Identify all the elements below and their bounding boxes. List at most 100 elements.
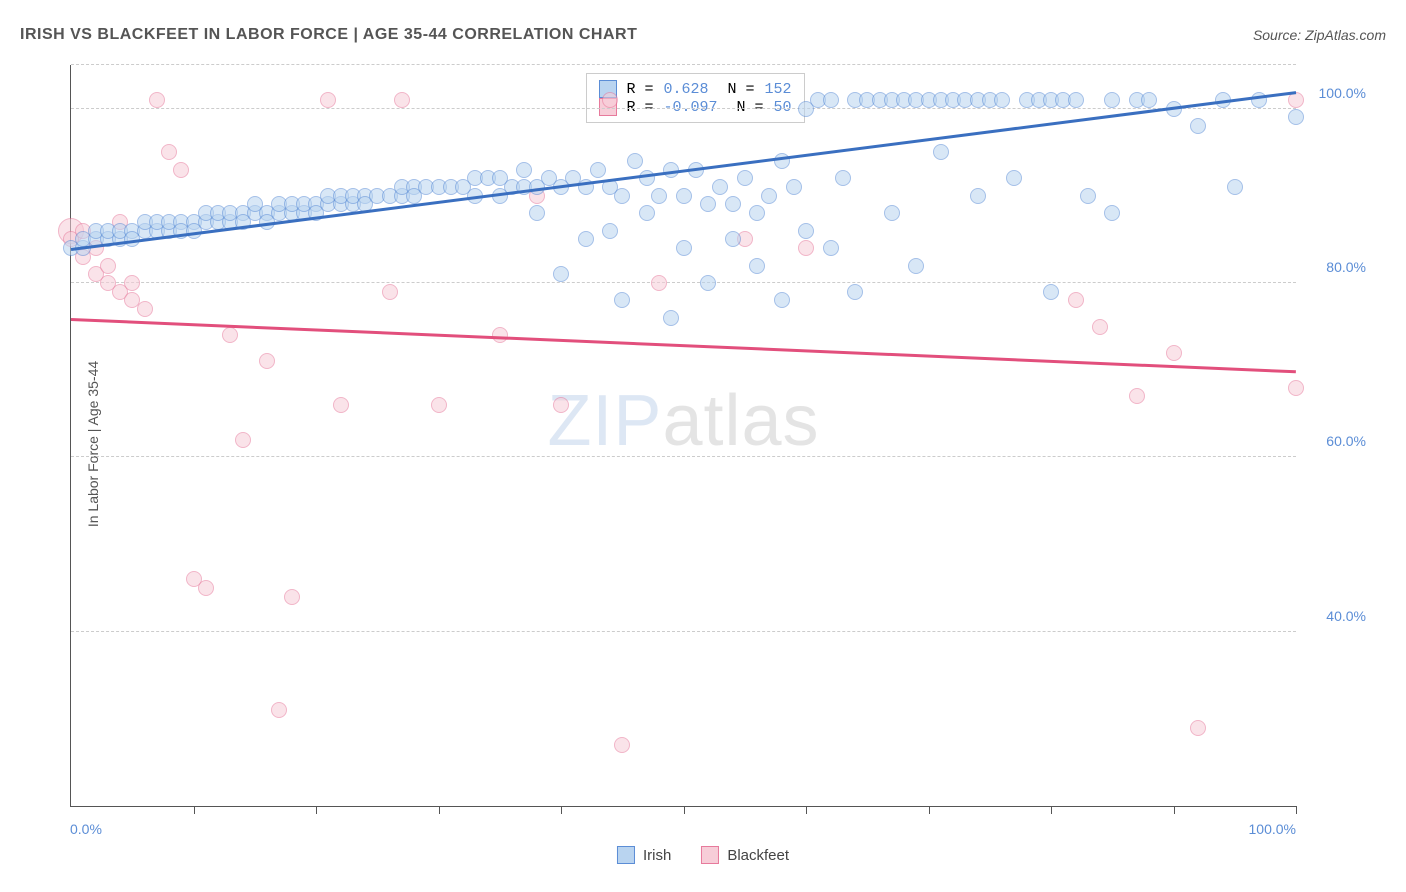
x-tick (1296, 806, 1297, 814)
data-point-irish (516, 162, 532, 178)
data-point-blackfeet (553, 397, 569, 413)
watermark-part1: ZIP (547, 381, 662, 461)
legend-label-blackfeet: Blackfeet (727, 847, 789, 864)
data-point-irish (798, 223, 814, 239)
y-tick-label: 80.0% (1326, 259, 1366, 275)
gridline (71, 631, 1296, 632)
data-point-irish (761, 188, 777, 204)
legend-item-irish: Irish (617, 846, 671, 864)
data-point-irish (725, 231, 741, 247)
x-tick (194, 806, 195, 814)
data-point-irish (602, 223, 618, 239)
data-point-blackfeet (320, 92, 336, 108)
data-point-irish (835, 170, 851, 186)
data-point-blackfeet (259, 353, 275, 369)
data-point-irish (823, 240, 839, 256)
data-point-blackfeet (431, 397, 447, 413)
data-point-irish (774, 292, 790, 308)
data-point-blackfeet (382, 284, 398, 300)
data-point-irish (614, 292, 630, 308)
data-point-irish (1190, 118, 1206, 134)
data-point-irish (590, 162, 606, 178)
data-point-blackfeet (651, 275, 667, 291)
data-point-blackfeet (149, 92, 165, 108)
data-point-blackfeet (100, 258, 116, 274)
data-point-irish (1068, 92, 1084, 108)
chart-title: IRISH VS BLACKFEET IN LABOR FORCE | AGE … (20, 26, 637, 44)
data-point-irish (1104, 205, 1120, 221)
data-point-blackfeet (333, 397, 349, 413)
data-point-irish (1288, 109, 1304, 125)
x-axis-min-label: 0.0% (70, 821, 102, 837)
correlation-legend: R = 0.628 N = 152 R = -0.097 N = 50 (586, 73, 805, 123)
data-point-irish (725, 196, 741, 212)
data-point-irish (676, 188, 692, 204)
legend-label-irish: Irish (643, 847, 671, 864)
data-point-irish (627, 153, 643, 169)
legend-item-blackfeet: Blackfeet (701, 846, 789, 864)
data-point-irish (1043, 284, 1059, 300)
data-point-irish (847, 284, 863, 300)
data-point-irish (737, 170, 753, 186)
data-point-irish (700, 196, 716, 212)
watermark-part2: atlas (662, 381, 819, 461)
data-point-blackfeet (124, 275, 140, 291)
x-axis-max-label: 100.0% (1249, 821, 1296, 837)
bottom-legend: Irish Blackfeet (617, 846, 789, 864)
data-point-irish (1080, 188, 1096, 204)
data-point-irish (529, 205, 545, 221)
data-point-irish (749, 258, 765, 274)
data-point-irish (933, 144, 949, 160)
data-point-blackfeet (198, 580, 214, 596)
data-point-irish (884, 205, 900, 221)
x-tick (1051, 806, 1052, 814)
gridline (71, 64, 1296, 65)
data-point-blackfeet (235, 432, 251, 448)
x-tick (439, 806, 440, 814)
data-point-irish (994, 92, 1010, 108)
data-point-blackfeet (137, 301, 153, 317)
data-point-irish (1104, 92, 1120, 108)
chart-source: Source: ZipAtlas.com (1253, 27, 1386, 43)
chart-area: In Labor Force | Age 35-44 ZIPatlas R = … (20, 55, 1386, 832)
data-point-irish (749, 205, 765, 221)
data-point-blackfeet (1129, 388, 1145, 404)
irish-r-value: 0.628 (664, 81, 709, 98)
regression-line-blackfeet (71, 318, 1296, 373)
data-point-irish (823, 92, 839, 108)
data-point-blackfeet (271, 702, 287, 718)
gridline (71, 282, 1296, 283)
watermark: ZIPatlas (547, 380, 819, 462)
data-point-blackfeet (614, 737, 630, 753)
legend-swatch-irish (617, 846, 635, 864)
x-tick (929, 806, 930, 814)
x-tick (316, 806, 317, 814)
data-point-irish (651, 188, 667, 204)
x-tick (684, 806, 685, 814)
data-point-blackfeet (161, 144, 177, 160)
data-point-irish (712, 179, 728, 195)
data-point-blackfeet (602, 92, 618, 108)
data-point-irish (553, 266, 569, 282)
data-point-irish (578, 231, 594, 247)
data-point-blackfeet (1288, 380, 1304, 396)
data-point-blackfeet (1166, 345, 1182, 361)
data-point-blackfeet (222, 327, 238, 343)
data-point-irish (700, 275, 716, 291)
x-tick (1174, 806, 1175, 814)
legend-swatch-blackfeet (701, 846, 719, 864)
legend-row-irish: R = 0.628 N = 152 (599, 80, 792, 98)
data-point-irish (970, 188, 986, 204)
data-point-irish (1006, 170, 1022, 186)
data-point-irish (786, 179, 802, 195)
data-point-irish (908, 258, 924, 274)
data-point-blackfeet (284, 589, 300, 605)
data-point-blackfeet (1190, 720, 1206, 736)
data-point-blackfeet (1068, 292, 1084, 308)
chart-header: IRISH VS BLACKFEET IN LABOR FORCE | AGE … (20, 20, 1386, 50)
y-tick-label: 40.0% (1326, 608, 1366, 624)
x-tick (806, 806, 807, 814)
data-point-blackfeet (173, 162, 189, 178)
data-point-blackfeet (798, 240, 814, 256)
data-point-irish (614, 188, 630, 204)
